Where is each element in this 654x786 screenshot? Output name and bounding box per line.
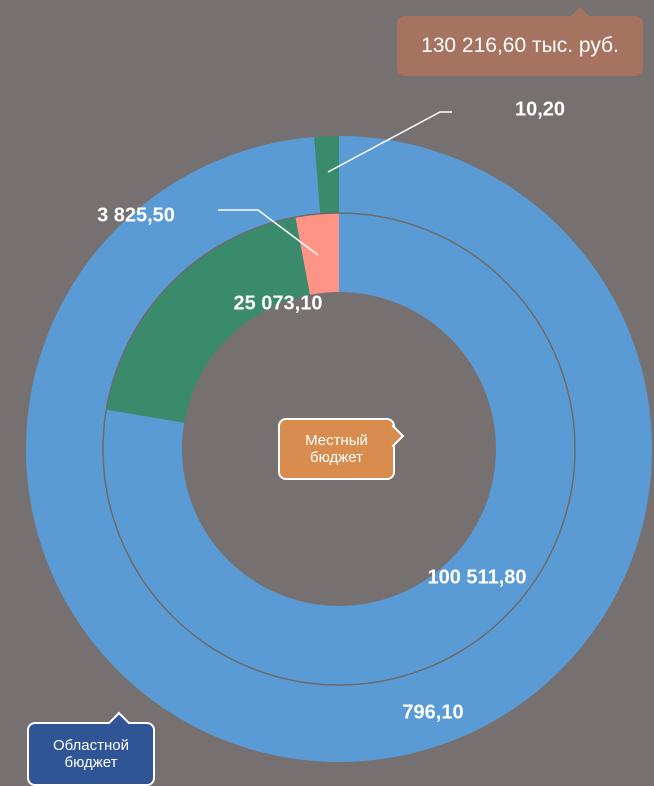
data-label: 25 073,10 <box>234 292 323 314</box>
data-label: 3 825,50 <box>97 204 175 226</box>
data-label: 100 511,80 <box>428 566 527 588</box>
data-label: 796,10 <box>402 701 463 723</box>
leader-line <box>218 209 319 256</box>
series-label: Областной бюджет <box>27 722 155 786</box>
series-label: Местный бюджет <box>278 418 395 480</box>
total-annotation: 130 216,60 тыс. руб. <box>397 16 643 76</box>
donut-segment <box>103 213 576 685</box>
data-label: 10,20 <box>515 98 565 120</box>
donut-segment <box>314 136 339 214</box>
ring-divider <box>102 212 576 686</box>
leader-line <box>327 111 452 173</box>
donut-segment <box>106 217 311 423</box>
